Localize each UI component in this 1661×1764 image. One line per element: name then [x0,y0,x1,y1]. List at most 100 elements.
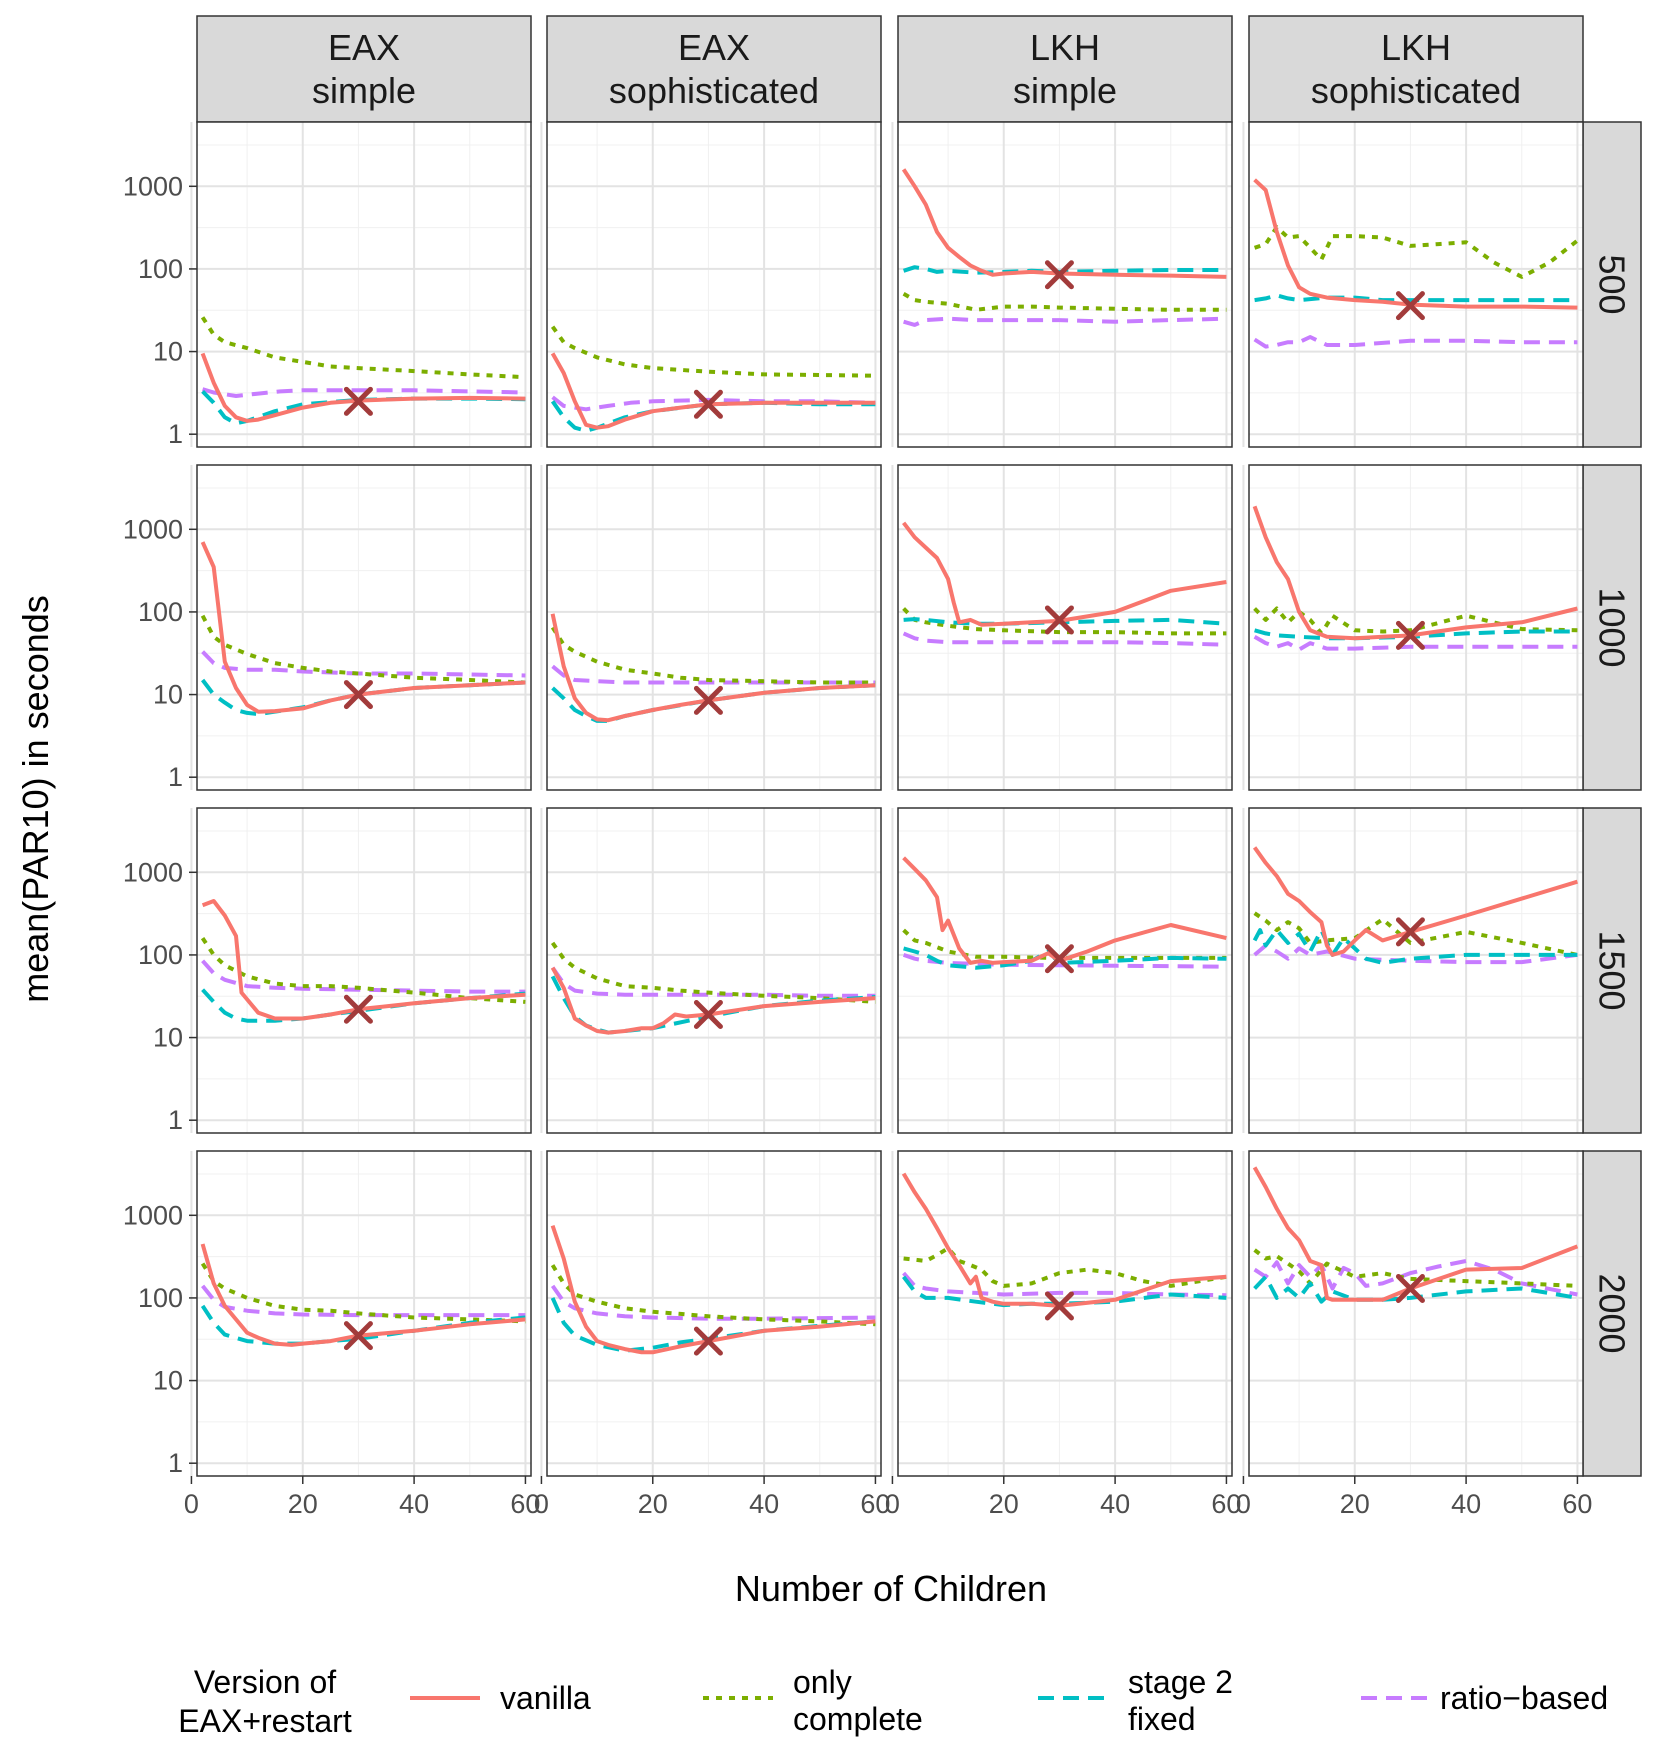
panel-border [196,807,532,1134]
y-tick-label: 1000 [123,171,183,201]
series-group [200,1243,526,1347]
y-tick-label: 10 [153,1023,183,1053]
series-group [550,1224,876,1355]
x-tick-label: 20 [288,1489,318,1519]
series-line-ratio-based [551,664,876,685]
series-line-only-complete [902,607,1227,636]
series-line-stage2-fixed [1253,1274,1578,1304]
series-line-ratio-based [1253,943,1578,965]
series-line-only-complete [200,316,526,380]
panel-r3-c1 [540,1150,882,1477]
legend-label-only-complete-line1: only [793,1664,852,1700]
best-config-marker [1395,291,1425,321]
panel-r3-c3 [1242,1150,1584,1477]
best-config-marker [1395,917,1425,947]
legend-title-line2: EAX+restart [178,1703,352,1739]
x-tick-label: 0 [885,1489,900,1519]
best-config-marker [343,994,373,1024]
panel-r1-c2 [891,464,1233,791]
series-group [550,325,876,433]
row-strip-label: 1500 [1592,930,1633,1010]
col-strip-label-line2: sophisticated [1311,70,1521,111]
series-line-stage2-fixed [550,400,876,433]
series-line-only-complete [200,614,526,685]
legend-label-ratio-based: ratio−based [1440,1680,1608,1716]
x-tick-label: 20 [989,1489,1019,1519]
x-tick-label: 20 [1340,1489,1370,1519]
panel-r0-c1 [540,121,882,448]
best-config-marker [343,386,373,416]
best-config-marker [1395,1274,1425,1304]
best-config-marker [1044,1291,1074,1321]
series-line-ratio-based [902,631,1227,647]
x-tick-label: 40 [749,1489,779,1519]
panel-border [1248,807,1584,1134]
col-strip-label-line2: simple [312,70,416,111]
x-tick-label: 0 [1236,1489,1251,1519]
x-tick-label: 20 [638,1489,668,1519]
series-line-ratio-based [202,387,526,398]
series-group [550,613,876,723]
series-line-only-complete [1253,911,1578,957]
panel-border [196,464,532,791]
series-line-vanilla [901,168,1227,279]
y-tick-label: 100 [138,254,183,284]
panel-r2-c1 [540,807,882,1134]
col-strip-3 [1248,15,1584,123]
best-config-marker [343,1321,373,1351]
series-line-only-complete [200,1262,526,1324]
x-axes: 0 20 40 600 20 40 600 20 40 600 20 40 60 [184,1476,1592,1519]
col-strip-label-line1: EAX [678,27,750,68]
series-line-vanilla [550,352,876,430]
col-strip-label-line2: simple [1013,70,1117,111]
panel-border [546,1150,882,1477]
series-line-only-complete [1253,1248,1578,1288]
best-config-marker [693,685,723,715]
series-line-only-complete [550,325,876,378]
panel-border [546,807,882,1134]
row-strip-2 [1582,807,1642,1134]
col-strip-label-line1: LKH [1030,27,1100,68]
panel-r1-c1 [540,464,882,791]
y-tick-label: 1000 [123,857,183,887]
y-axis-title: mean(PAR10) in seconds [15,595,56,1003]
panel-border [1248,1150,1584,1477]
series-group [1252,505,1578,652]
y-tick-label: 1 [168,1105,183,1135]
series-line-ratio-based [550,1284,876,1321]
col-strip-label-line1: LKH [1381,27,1451,68]
column-strips: EAXsimpleEAXsophisticatedLKHsimpleLKHsop… [196,15,1584,123]
series-line-vanilla [1253,178,1578,310]
x-axis-title: Number of Children [735,1568,1047,1609]
legend-label-only-complete-line2: complete [793,1701,923,1737]
series-line-stage2-fixed [201,390,526,426]
x-tick-label: 40 [1100,1489,1130,1519]
panel-border [897,121,1233,448]
series-line-vanilla [1252,505,1578,641]
y-tick-label: 10 [153,1366,183,1396]
x-tick-label: 60 [1562,1489,1592,1519]
series-group [1252,846,1578,965]
row-strips: 500 1000 1500 2000 [1582,121,1642,1477]
y-tick-label: 10 [153,337,183,367]
series-line-vanilla [902,856,1227,965]
x-tick-label: 60 [510,1489,540,1519]
panel-r3-c2 [891,1150,1233,1477]
series-line-vanilla [1252,1166,1579,1302]
series-line-vanilla [550,613,876,723]
panel-border [1248,121,1584,448]
series-line-vanilla [550,966,876,1035]
col-strip-0 [196,15,532,123]
series-group [1252,1166,1579,1304]
col-strip-2 [897,15,1233,123]
series-group [1253,178,1579,349]
legend-label-stage2-fixed-line1: stage 2 [1128,1664,1233,1700]
series-line-vanilla [902,521,1227,627]
panel-r2-c2 [891,807,1233,1134]
series-line-vanilla [1252,846,1578,957]
legend-label-stage2-fixed-line2: fixed [1128,1701,1196,1737]
best-config-marker [1044,944,1074,974]
row-strip-label: 1000 [1592,587,1633,667]
series-line-vanilla [550,1224,876,1355]
